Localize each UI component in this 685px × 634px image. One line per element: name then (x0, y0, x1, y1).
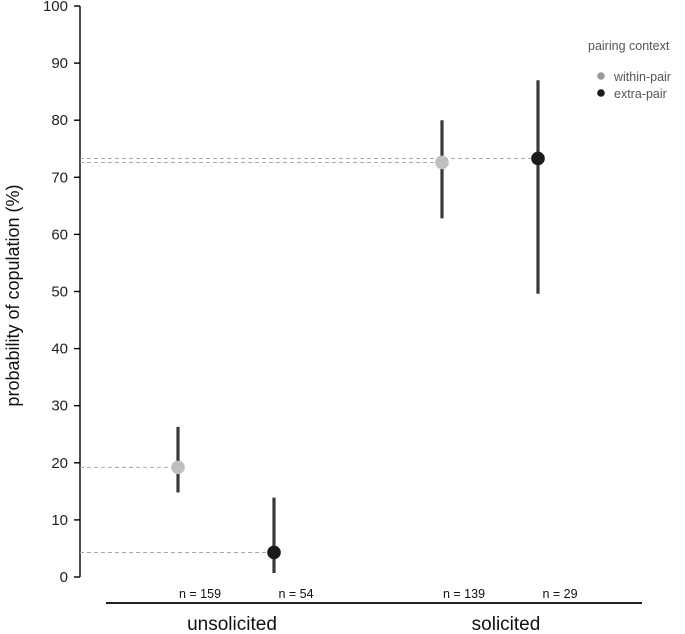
axis-layer: 0 10 20 30 40 50 60 70 80 90 100 probability of cop… (3, 0, 642, 634)
y-tick-label: 30 (51, 398, 68, 415)
y-tick-label: 50 (51, 284, 68, 301)
y-tick-label: 0 (60, 569, 68, 586)
y-tick-label: 60 (51, 226, 68, 243)
reference-line-layer (80, 157, 538, 553)
legend-title: pairing context (588, 39, 670, 53)
y-axis-label: probability of copulation (%) (3, 184, 23, 406)
y-tick-label: 40 (51, 341, 68, 358)
y-tick-label: 20 (51, 455, 68, 472)
y-tick-label: 80 (51, 112, 68, 129)
data-point (267, 545, 281, 560)
data-point (435, 155, 449, 170)
n-label: n = 29 (542, 587, 577, 601)
y-tick-label: 100 (43, 0, 68, 15)
y-tick-label: 70 (51, 169, 68, 186)
legend-entry: within-pair (613, 70, 671, 84)
error-bar-layer (176, 80, 540, 574)
legend-marker (597, 72, 605, 80)
n-label: n = 54 (278, 587, 313, 601)
x-category-label: solicited (472, 614, 541, 634)
legend: pairing context within-pair extra-pair (588, 39, 671, 101)
data-point (531, 151, 545, 166)
legend-entry: extra-pair (614, 87, 667, 101)
legend-marker (597, 89, 605, 97)
y-tick-label: 90 (51, 55, 68, 72)
n-label: n = 159 (179, 587, 221, 601)
y-tick-label: 10 (51, 512, 68, 529)
x-category-label: unsolicited (187, 614, 277, 634)
label-layer: n = 159 n = 139 n = 54 n = 29 (179, 587, 578, 601)
point-layer (171, 151, 545, 560)
data-point (171, 460, 185, 475)
n-label: n = 139 (443, 587, 485, 601)
